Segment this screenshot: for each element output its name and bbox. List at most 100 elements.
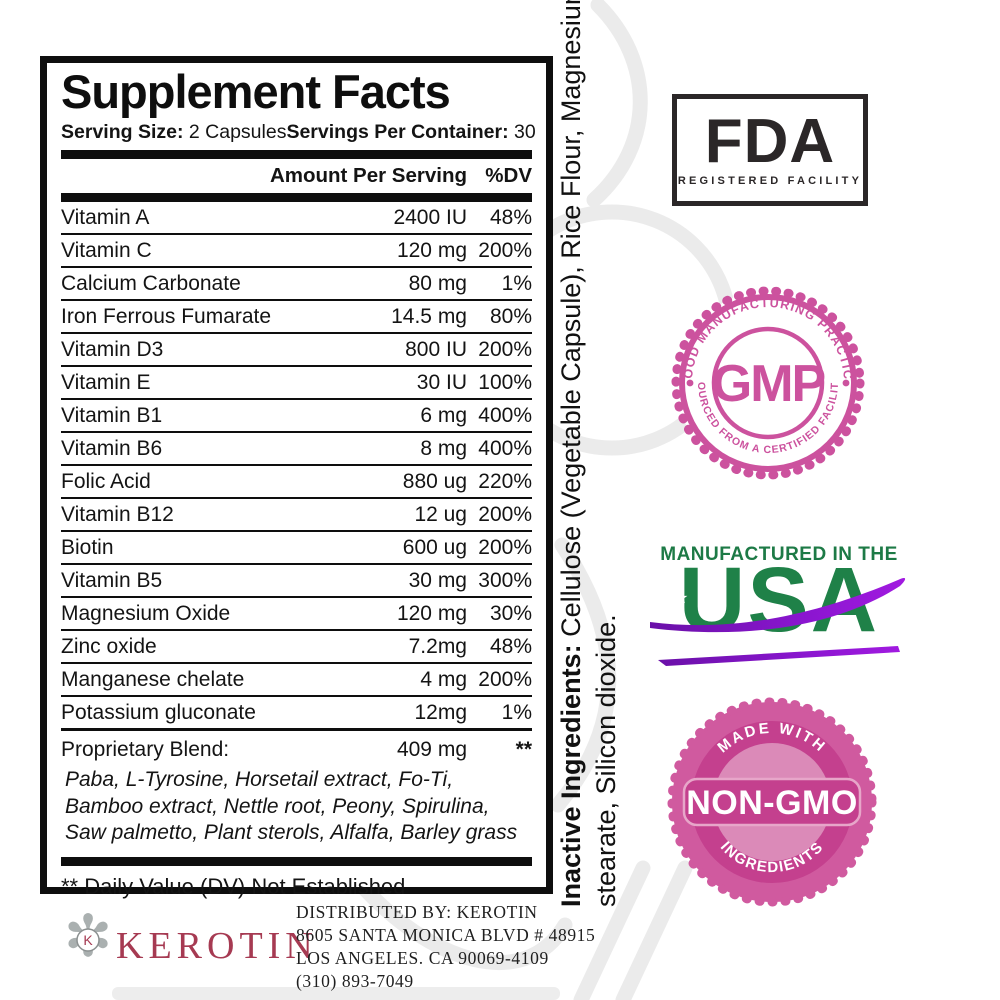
column-amount: Amount Per Serving	[269, 164, 467, 188]
serving-info: Serving Size: 2 Capsules Servings Per Co…	[61, 116, 536, 150]
ingredient-dv: 200%	[478, 668, 532, 692]
gmp-center-text: GMP	[712, 355, 825, 413]
ingredient-amount: 7.2mg	[408, 635, 467, 659]
divider-thick	[61, 193, 532, 203]
table-row: Vitamin A 2400 IU 48%	[61, 202, 532, 236]
table-row: Vitamin B6 8 mg 400%	[61, 433, 532, 467]
servings-per-container: Servings Per Container: 30	[286, 121, 536, 144]
non-gmo-center-text: NON-GMO	[686, 784, 858, 822]
table-row: Vitamin C 120 mg 200%	[61, 235, 532, 269]
inactive-ingredients-line1: Inactive Ingredients: Cellulose (Vegetab…	[556, 0, 586, 907]
table-row: Iron Ferrous Fumarate 14.5 mg 80%	[61, 301, 532, 335]
dv-footnote: ** Daily Value (DV) Not Established	[61, 873, 406, 899]
table-header: Amount Per Serving %DV	[61, 159, 532, 193]
table-row: Calcium Carbonate 80 mg 1%	[61, 268, 532, 302]
kerotin-monogram: K	[83, 932, 93, 948]
divider-thick	[61, 150, 532, 160]
ingredient-dv: 200%	[478, 338, 532, 362]
inactive-ingredients-line2: stearate, Silicon dioxide.	[591, 614, 621, 907]
ingredient-dv: 48%	[489, 206, 532, 230]
table-row: Zinc oxide 7.2mg 48%	[61, 631, 532, 665]
inactive-ingredients-vertical-text: Inactive Ingredients: Cellulose (Vegetab…	[554, 0, 624, 907]
table-row: Magnesium Oxide 120 mg 30%	[61, 598, 532, 632]
table-row: Vitamin D3 800 IU 200%	[61, 334, 532, 368]
ingredient-amount: 8 mg	[420, 437, 467, 461]
table-row: Vitamin E 30 IU 100%	[61, 367, 532, 401]
ingredient-amount: 12 ug	[414, 503, 467, 527]
ingredient-name: Magnesium Oxide	[61, 602, 231, 626]
ingredient-dv: 200%	[478, 536, 532, 560]
serving-size: Serving Size: 2 Capsules	[61, 121, 287, 144]
proprietary-blend-row: Proprietary Blend: 409 mg **	[61, 731, 532, 764]
table-row: Biotin 600 ug 200%	[61, 532, 532, 566]
ingredient-name: Folic Acid	[61, 470, 151, 494]
ingredient-name: Vitamin B1	[61, 404, 163, 428]
ingredient-dv: 300%	[478, 569, 532, 593]
ingredient-name: Vitamin B6	[61, 437, 163, 461]
ingredient-dv: 200%	[478, 239, 532, 263]
table-row: Potassium gluconate 12mg 1%	[61, 697, 532, 732]
kerotin-logo-icon: ✻ K	[64, 908, 113, 969]
ingredient-name: Iron Ferrous Fumarate	[61, 305, 272, 329]
address-line: 8605 SANTA MONICA BLVD # 48915	[296, 925, 596, 946]
ingredient-dv: 400%	[478, 437, 532, 461]
ingredient-name: Vitamin D3	[61, 338, 164, 362]
ingredient-amount: 4 mg	[420, 668, 467, 692]
ingredient-amount: 30 mg	[408, 569, 467, 593]
ingredient-name: Vitamin A	[61, 206, 150, 230]
divider-thick	[61, 856, 532, 866]
ingredient-dv: 100%	[478, 371, 532, 395]
star-icon: ★	[674, 634, 689, 651]
ingredient-name: Vitamin E	[61, 371, 151, 395]
usa-logo-main-text: USA	[678, 549, 880, 651]
ingredient-name: Vitamin B12	[61, 503, 174, 527]
ingredient-name: Calcium Carbonate	[61, 272, 241, 296]
column-dv: %DV	[485, 164, 532, 188]
table-row: Vitamin B5 30 mg 300%	[61, 565, 532, 599]
ingredient-dv: 400%	[478, 404, 532, 428]
ingredient-amount: 600 ug	[402, 536, 467, 560]
ingredient-amount: 800 IU	[405, 338, 467, 362]
table-row: Vitamin B1 6 mg 400%	[61, 400, 532, 434]
ingredient-dv: 48%	[489, 635, 532, 659]
address-line: DISTRIBUTED BY: KEROTIN	[296, 902, 538, 922]
distribution-info: DISTRIBUTED BY: KEROTIN 8605 SANTA MONIC…	[296, 901, 595, 993]
ingredient-name: Vitamin B5	[61, 569, 163, 593]
ingredient-dv: 1%	[501, 272, 532, 296]
table-row: Vitamin B12 12 ug 200%	[61, 499, 532, 533]
supplement-facts-panel: Supplement Facts Serving Size: 2 Capsule…	[40, 56, 553, 899]
blend-name: Proprietary Blend:	[61, 738, 230, 762]
ingredient-dv: 30%	[489, 602, 532, 626]
fda-registered-facility-badge: FDA REGISTERED FACILITY	[672, 94, 868, 206]
gmp-badge: GOOD MANUFACTURING PRACTICE SOURCED FROM…	[668, 283, 865, 480]
table-row: Folic Acid 880 ug 220%	[61, 466, 532, 500]
kerotin-brand-name: KEROTIN	[116, 925, 318, 967]
ingredient-name: Biotin	[61, 536, 114, 560]
ingredient-dv: 220%	[478, 470, 532, 494]
ingredient-dv: 80%	[489, 305, 532, 329]
ingredient-amount: 2400 IU	[393, 206, 467, 230]
panel-title: Supplement Facts	[61, 65, 451, 118]
ingredient-amount: 80 mg	[408, 272, 467, 296]
star-icon: ★	[674, 590, 689, 607]
address-line: (310) 893-7049	[296, 971, 414, 992]
ingredient-name: Vitamin C	[61, 239, 152, 263]
ingredient-amount: 880 ug	[402, 470, 467, 494]
ingredient-dv: 1%	[501, 701, 532, 725]
ingredient-amount: 14.5 mg	[391, 305, 467, 329]
made-in-usa-logo: MANUFACTURED IN THE USA ★ ★ ★	[648, 544, 910, 674]
ingredient-name: Potassium gluconate	[61, 701, 256, 725]
usa-swoosh-ribbon	[650, 578, 906, 666]
blend-dv: **	[515, 738, 532, 762]
nutrient-table: Vitamin A 2400 IU 48% Vitamin C 120 mg 2…	[61, 202, 532, 732]
address-line: LOS ANGELES. CA 90069-4109	[296, 948, 549, 969]
ingredient-amount: 120 mg	[396, 602, 467, 626]
blend-amount: 409 mg	[396, 738, 467, 762]
ingredient-amount: 30 IU	[416, 371, 467, 395]
ingredient-dv: 200%	[478, 503, 532, 527]
ingredient-name: Zinc oxide	[61, 635, 157, 659]
usa-logo-top-text: MANUFACTURED IN THE	[660, 544, 898, 565]
ingredient-amount: 12mg	[414, 701, 467, 725]
ingredient-amount: 6 mg	[420, 404, 467, 428]
blend-ingredients: Paba, L-Tyrosine, Horsetail extract, Fo-…	[65, 768, 518, 845]
